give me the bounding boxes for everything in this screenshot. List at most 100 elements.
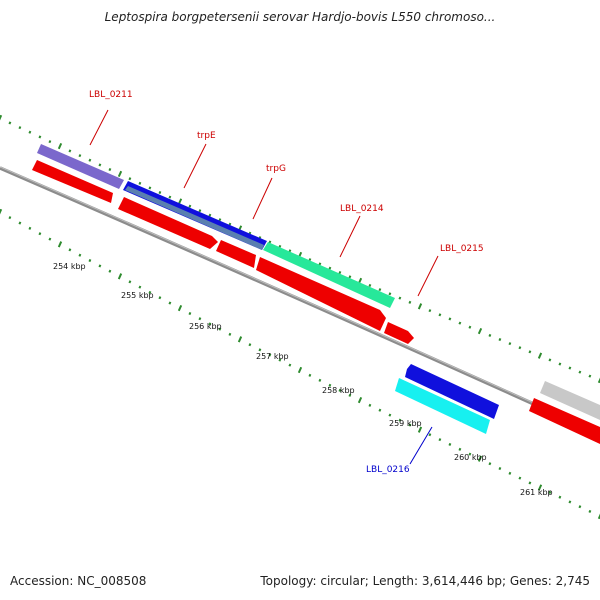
- outer-tick: [398, 296, 402, 300]
- inner-tick: [498, 466, 502, 471]
- leader-LBL_0215: [417, 255, 439, 297]
- scale-label-255: 255 kbp: [121, 291, 154, 300]
- map-title: Leptospira borgpetersenii serovar Hardjo…: [104, 10, 496, 24]
- outer-tick: [368, 283, 372, 287]
- scale-label-254: 254 kbp: [53, 262, 86, 271]
- inner-tick: [228, 332, 232, 336]
- inner-tick: [528, 481, 532, 485]
- inner-tick: [468, 452, 472, 456]
- inner-tick: [458, 447, 462, 451]
- inner-tick: [537, 484, 543, 491]
- inner-tick: [117, 273, 123, 280]
- outer-tick: [338, 270, 342, 275]
- inner-tick: [218, 327, 222, 331]
- outer-tick: [597, 376, 600, 384]
- scale-label-256: 256 kbp: [189, 322, 222, 331]
- inner-tick: [28, 226, 32, 230]
- inner-tick: [18, 221, 22, 225]
- gene-label-LBL_0211[interactable]: LBL_0211: [89, 90, 133, 100]
- gene-label-trpE[interactable]: trpE: [197, 131, 216, 141]
- outer-tick: [38, 135, 42, 139]
- outer-tick: [148, 186, 152, 190]
- outer-tick: [537, 352, 543, 359]
- inner-tick: [417, 426, 423, 433]
- inner-tick: [548, 490, 552, 494]
- outer-tick: [198, 209, 202, 213]
- scale-label-257: 257 kbp: [256, 352, 289, 361]
- leader-LBL_0216: [409, 426, 433, 465]
- outer-tick: [578, 370, 582, 374]
- inner-tick: [108, 269, 112, 273]
- inner-tick: [348, 393, 352, 397]
- gene-label-LBL_0216[interactable]: LBL_0216: [366, 465, 410, 475]
- gene-trpG-band: [125, 186, 264, 250]
- outer-tick: [428, 309, 432, 313]
- topology-summary-text: Topology: circular; Length: 3,614,446 bp…: [260, 574, 590, 588]
- gene-reverse-blue-feature[interactable]: [405, 364, 499, 419]
- scale-label-261: 261 kbp: [520, 488, 553, 497]
- outer-tick: [68, 149, 72, 153]
- outer-tick-row: [0, 114, 600, 384]
- accession-text: Accession: NC_008508: [10, 574, 147, 588]
- inner-tick: [328, 383, 332, 387]
- outer-tick: [498, 337, 502, 342]
- outer-tick: [468, 325, 472, 329]
- cds-4[interactable]: [256, 257, 386, 331]
- scale-label-258: 258 kbp: [322, 386, 355, 395]
- inner-tick: [357, 396, 363, 404]
- gene-LBL_0216-feature[interactable]: [395, 378, 490, 434]
- outer-tick: [117, 170, 123, 178]
- inner-tick: [578, 505, 582, 509]
- inner-tick: [68, 248, 72, 252]
- outer-tick: [448, 317, 452, 321]
- leader-LBL_0214: [339, 215, 361, 258]
- outer-tick: [588, 374, 592, 378]
- inner-tick: [448, 442, 452, 446]
- cds-5[interactable]: [384, 322, 414, 344]
- outer-tick: [8, 121, 12, 125]
- outer-tick: [548, 358, 552, 362]
- gene-right-edge-feature[interactable]: [540, 381, 600, 420]
- gene-LBL_0211-feature[interactable]: [37, 144, 124, 189]
- inner-tick: [48, 237, 52, 241]
- inner-tick: [0, 208, 3, 216]
- cds-2[interactable]: [118, 197, 218, 249]
- inner-tick: [338, 388, 342, 392]
- inner-tick: [588, 509, 592, 513]
- gene-label-LBL_0214[interactable]: LBL_0214: [340, 204, 384, 214]
- inner-tick: [138, 285, 142, 289]
- outer-tick: [0, 114, 3, 122]
- outer-tick: [208, 213, 212, 217]
- inner-tick: [268, 353, 272, 357]
- outer-tick: [417, 303, 423, 310]
- inner-tick: [248, 343, 252, 347]
- inner-tick: [438, 438, 442, 442]
- outer-tick: [408, 300, 412, 304]
- cds-1[interactable]: [32, 160, 113, 203]
- inner-tick: [308, 373, 312, 377]
- outer-tick: [188, 204, 192, 208]
- outer-tick: [57, 142, 63, 150]
- inner-tick: [278, 358, 282, 362]
- gene-label-LBL_0215[interactable]: LBL_0215: [440, 244, 484, 254]
- outer-tick: [388, 292, 392, 296]
- inner-tick: [378, 408, 382, 412]
- outer-tick: [438, 313, 442, 317]
- inner-tick: [177, 304, 183, 312]
- inner-tick: [318, 378, 322, 382]
- backbone-line: [0, 166, 600, 436]
- gene-LBL_0214-feature[interactable]: [263, 242, 395, 308]
- inner-tick: [88, 258, 92, 263]
- gene-label-trpG[interactable]: trpG: [266, 164, 286, 174]
- cds-right-edge[interactable]: [529, 398, 600, 444]
- outer-tick: [477, 327, 483, 335]
- outer-tick: [78, 154, 82, 158]
- cds-3[interactable]: [216, 240, 256, 268]
- outer-tick: [488, 333, 492, 337]
- outer-tick: [528, 350, 532, 354]
- outer-tick: [378, 288, 382, 292]
- inner-tick: [188, 311, 192, 316]
- outer-tick: [48, 140, 52, 144]
